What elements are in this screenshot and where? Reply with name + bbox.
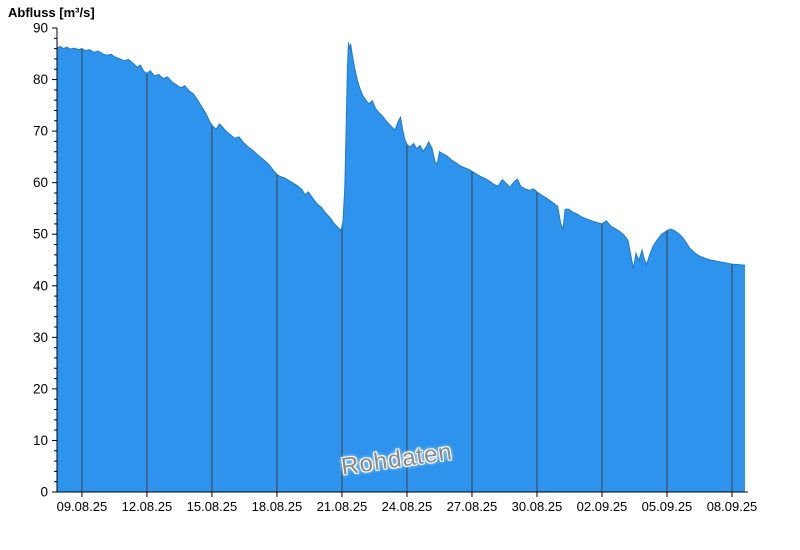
x-tick-label: 21.08.25 — [317, 499, 368, 514]
y-tick-label: 10 — [33, 433, 48, 448]
x-tick-label: 18.08.25 — [252, 499, 303, 514]
y-tick-label: 30 — [33, 330, 48, 345]
x-tick-label: 24.08.25 — [382, 499, 433, 514]
y-axis-title: Abfluss [m³/s] — [8, 5, 95, 20]
y-tick-label: 70 — [33, 124, 48, 139]
x-tick-label: 15.08.25 — [187, 499, 238, 514]
x-tick-label: 30.08.25 — [512, 499, 563, 514]
x-tick-label: 27.08.25 — [447, 499, 498, 514]
y-tick-label: 40 — [33, 278, 48, 293]
x-tick-label: 02.09.25 — [577, 499, 628, 514]
area-series — [57, 42, 745, 493]
y-tick-label: 20 — [33, 381, 48, 396]
y-tick-label: 0 — [40, 485, 48, 500]
y-tick-label: 80 — [33, 72, 48, 87]
y-tick-label: 50 — [33, 227, 48, 242]
x-tick-label: 09.08.25 — [57, 499, 108, 514]
y-tick-label: 60 — [33, 175, 48, 190]
x-tick-label: 05.09.25 — [642, 499, 693, 514]
y-tick-label: 90 — [33, 21, 48, 36]
series-edge-line — [56, 42, 746, 269]
x-tick-label: 12.08.25 — [122, 499, 173, 514]
x-tick-label: 08.09.25 — [707, 499, 758, 514]
